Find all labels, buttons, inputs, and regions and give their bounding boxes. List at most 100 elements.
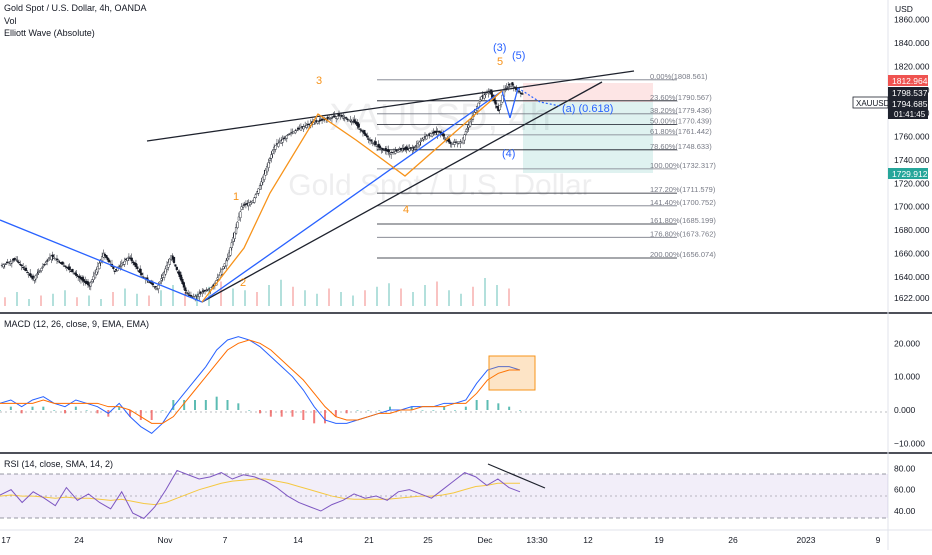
volume-bar [340, 292, 342, 306]
candle-up [425, 135, 428, 140]
macd-histogram-bar [454, 410, 456, 411]
price-axis-tick: 1740.000 [894, 155, 930, 165]
candle-up [157, 284, 160, 289]
candle-up [127, 256, 130, 258]
wave-3-blue-leg[interactable] [201, 90, 503, 303]
candle-up [305, 125, 308, 128]
watermark-name: Gold Spot / U.S. Dollar [288, 169, 591, 202]
time-axis-tick: 21 [364, 535, 374, 545]
wave-label-paren-4: (4) [502, 148, 515, 160]
candle-up [89, 282, 92, 287]
candle-up [397, 150, 400, 153]
wave-4-blue-leg[interactable] [501, 90, 511, 119]
candle-down [360, 130, 363, 132]
time-axis-tick: 26 [728, 535, 738, 545]
candle-up [220, 269, 224, 275]
candle-up [505, 87, 508, 89]
position-stop-zone[interactable] [523, 83, 653, 102]
macd-histogram-bar [280, 410, 283, 417]
candle-down [58, 261, 61, 264]
wave-downtrend-line[interactable] [0, 219, 203, 303]
candle-up [234, 227, 238, 234]
candle-down [17, 261, 21, 264]
volume-bar [304, 290, 306, 306]
price-badge-current: 1794.685 [888, 98, 928, 109]
fib-level-label: 100.00%(1732.317) [650, 161, 716, 170]
macd-highlight-box[interactable] [488, 355, 536, 391]
rsi-divergence-line[interactable] [487, 463, 546, 489]
macd-histogram-bar [389, 406, 391, 410]
volume-bar [40, 295, 42, 306]
macd-histogram-bar [475, 400, 478, 410]
wave-label-paren-5: (5) [512, 50, 525, 62]
fib-level-label: 127.20%(1711.579) [650, 185, 716, 194]
candle-up [416, 143, 420, 148]
volume-bar [88, 295, 90, 306]
fib-level-label: 23.60%(1790.567) [650, 93, 712, 102]
macd-pane[interactable]: 20.000 10.000 0.000 −10.000 [0, 336, 925, 449]
rsi-title[interactable]: RSI (14, close, SMA, 14, 2) [4, 459, 114, 469]
candle-up [41, 266, 44, 268]
candle-up [411, 148, 414, 151]
macd-histogram-bar [150, 410, 153, 420]
symbol-title[interactable]: Gold Spot / U.S. Dollar, 4h, OANDA [4, 3, 147, 13]
price-badge-high: 1812.964 [888, 75, 928, 86]
candle-up [160, 278, 163, 281]
wave-label-5: 5 [497, 56, 503, 68]
volume-bar [496, 285, 498, 306]
wave-5-blue-leg[interactable] [509, 87, 519, 119]
volume-bar [508, 288, 510, 306]
candle-down [374, 141, 377, 145]
time-axis-tick: 7 [223, 535, 228, 545]
candle-down [150, 282, 153, 284]
candle-down [326, 116, 329, 119]
candle-up [281, 139, 284, 143]
volume-bar [388, 283, 390, 306]
macd-histogram-bar [85, 410, 88, 411]
candle-up [165, 265, 169, 270]
candle-up [120, 263, 123, 267]
candle-down [86, 281, 90, 286]
candle-down [140, 272, 143, 275]
candle-down [74, 272, 77, 275]
macd-histogram-bar [421, 410, 424, 411]
candle-up [240, 206, 243, 210]
macd-histogram-bar [53, 410, 56, 411]
candle-up [277, 143, 280, 147]
candle-down [43, 264, 46, 266]
candle-up [168, 258, 171, 265]
candle-up [91, 279, 94, 283]
macd-histogram-bar [204, 400, 207, 410]
candle-down [442, 133, 445, 137]
candle-up [483, 94, 486, 99]
wedge-upper-trendline[interactable] [146, 70, 635, 142]
candle-up [226, 257, 229, 261]
currency-label: USD [895, 4, 913, 14]
candle-down [357, 123, 360, 128]
macd-histogram-bar [237, 403, 240, 410]
macd-histogram-bar [64, 410, 66, 414]
impulse-wave-orange[interactable] [201, 90, 503, 303]
rsi-pane[interactable]: 80.00 60.00 40.00 [0, 463, 916, 520]
macd-histogram-bar [31, 406, 34, 410]
candle-down [521, 93, 524, 95]
price-axis-tick: 1860.000 [894, 15, 930, 25]
candle-down [315, 120, 318, 122]
volume-bar [4, 297, 6, 306]
candle-down [19, 263, 22, 266]
wave-a-projection[interactable] [517, 87, 561, 107]
candle-up [239, 211, 242, 219]
candle-up [44, 262, 47, 265]
candle-up [294, 130, 297, 134]
candle-up [461, 137, 465, 144]
candle-up [401, 149, 404, 151]
candle-down [112, 266, 115, 269]
macd-title[interactable]: MACD (12, 26, close, 9, EMA, EMA) [4, 319, 150, 329]
indicator-ew-label[interactable]: Elliott Wave (Absolute) [4, 28, 95, 38]
candle-up [237, 216, 240, 221]
indicator-vol-label[interactable]: Vol [4, 16, 17, 26]
fib-level-label: 61.80%(1761.442) [650, 127, 712, 136]
wedge-lower-trendline[interactable] [201, 81, 603, 303]
